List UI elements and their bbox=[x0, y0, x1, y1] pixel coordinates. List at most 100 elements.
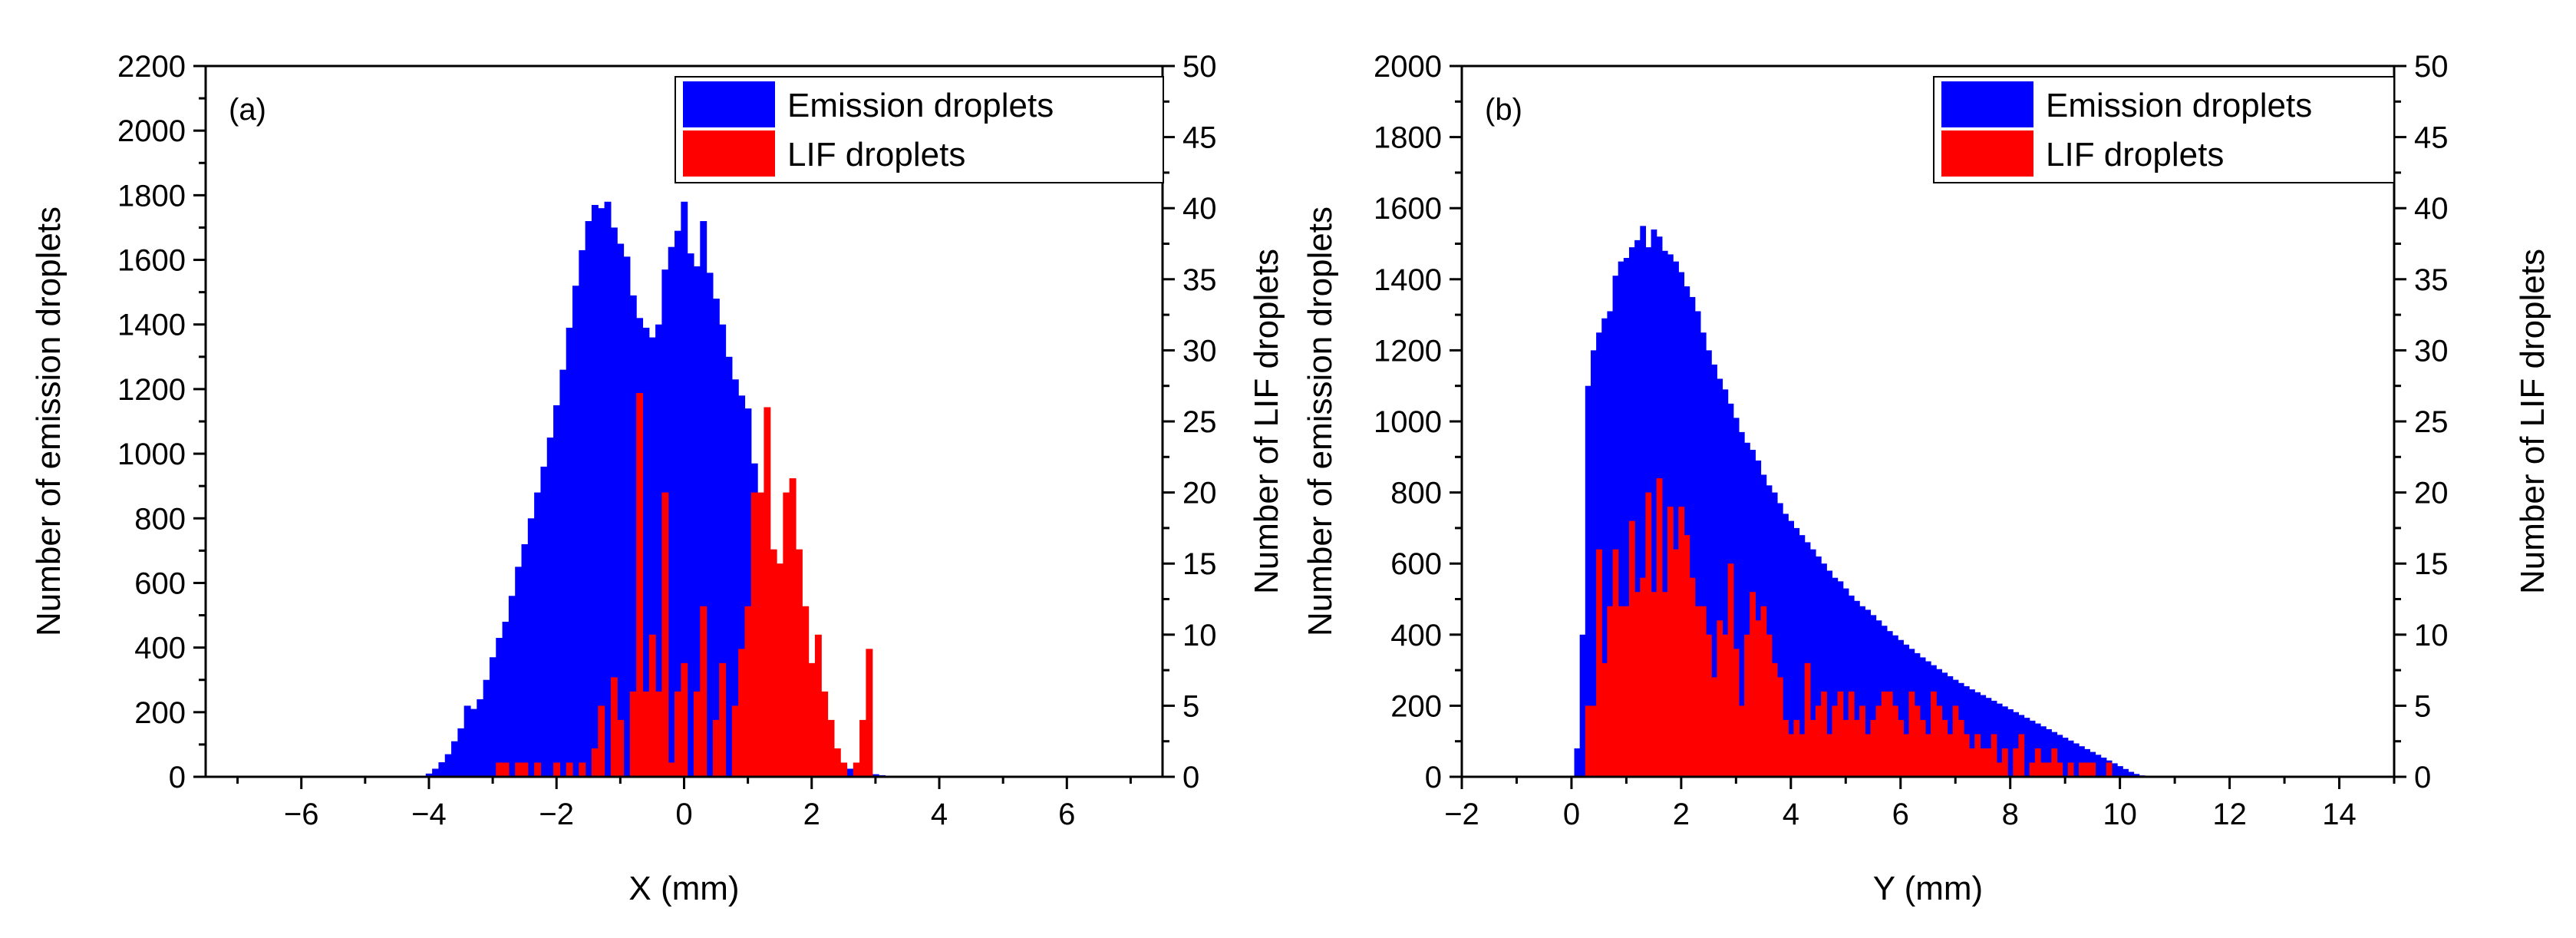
bar bbox=[866, 649, 873, 777]
bar bbox=[1684, 535, 1690, 777]
bar bbox=[2133, 774, 2140, 777]
bar bbox=[629, 691, 637, 777]
bar bbox=[502, 621, 510, 777]
bar bbox=[521, 543, 529, 777]
bar bbox=[1892, 705, 1898, 777]
bar bbox=[744, 408, 752, 777]
bar bbox=[2013, 712, 2020, 777]
bar bbox=[1694, 311, 1701, 778]
bar bbox=[553, 762, 560, 777]
bar bbox=[2067, 740, 2074, 777]
y2-tick-label: 40 bbox=[2414, 192, 2449, 226]
legend-swatch-emission bbox=[1941, 81, 2033, 127]
bar bbox=[1870, 615, 1877, 777]
bar bbox=[808, 662, 816, 777]
bar bbox=[1651, 592, 1657, 777]
bar bbox=[1919, 719, 1926, 777]
y-tick-label: 400 bbox=[1390, 619, 1442, 652]
bar bbox=[438, 762, 446, 777]
bar bbox=[623, 256, 631, 777]
bar bbox=[457, 728, 465, 777]
bar bbox=[1969, 689, 1975, 777]
bar bbox=[1776, 677, 1783, 777]
bar bbox=[1837, 581, 1844, 777]
y2-tick-label: 35 bbox=[2414, 263, 2449, 297]
bar bbox=[444, 754, 452, 777]
x-tick-label: −2 bbox=[539, 798, 574, 831]
bar bbox=[2100, 757, 2107, 777]
bar bbox=[821, 691, 829, 777]
bar bbox=[1585, 385, 1591, 777]
bar bbox=[451, 741, 458, 777]
y2-tick-label: 25 bbox=[2414, 405, 2449, 439]
bar bbox=[725, 356, 733, 777]
bar bbox=[1854, 719, 1860, 777]
bar bbox=[1689, 296, 1696, 777]
bar bbox=[1919, 657, 1926, 777]
bar bbox=[1826, 734, 1833, 777]
bar bbox=[610, 677, 618, 777]
bar bbox=[642, 691, 650, 777]
bar bbox=[2057, 735, 2063, 777]
bar bbox=[1848, 691, 1855, 777]
bar bbox=[1612, 549, 1619, 777]
bar bbox=[1684, 286, 1690, 777]
bar bbox=[655, 691, 663, 777]
bar bbox=[1760, 606, 1767, 777]
bar bbox=[572, 286, 579, 778]
bar bbox=[591, 748, 599, 777]
y-tick-label: 1800 bbox=[1374, 121, 1442, 155]
y2-tick-label: 5 bbox=[1182, 689, 1199, 723]
bar bbox=[1793, 719, 1800, 777]
bar bbox=[1755, 620, 1762, 777]
x-axis-title: X (mm) bbox=[628, 870, 739, 907]
y2-tick-label: 15 bbox=[2414, 547, 2449, 581]
y2-tick-label: 45 bbox=[1182, 121, 1217, 155]
bar bbox=[1963, 685, 1970, 777]
legend-label-lif: LIF droplets bbox=[787, 136, 965, 173]
bar bbox=[1585, 705, 1591, 777]
chart-panel-a: −6 −4 −2 0 2 4 6020040060080010001200140016001… bbox=[30, 50, 1285, 907]
bar bbox=[546, 438, 554, 777]
y2-tick-label: 0 bbox=[1182, 761, 1199, 794]
x-tick-label: 4 bbox=[1783, 798, 1799, 831]
bar bbox=[629, 295, 637, 777]
series-lif-bars bbox=[1585, 478, 2113, 777]
bar bbox=[1865, 734, 1872, 777]
bar bbox=[1821, 563, 1827, 777]
bar bbox=[687, 253, 694, 777]
bar bbox=[1733, 418, 1740, 777]
bar bbox=[668, 246, 675, 777]
x-tick-label: 8 bbox=[2002, 798, 2019, 831]
bar bbox=[814, 634, 822, 777]
bar bbox=[757, 492, 765, 777]
bar bbox=[681, 201, 688, 777]
y2-tick-label: 50 bbox=[1182, 50, 1217, 84]
bar bbox=[1645, 492, 1652, 777]
bar bbox=[1776, 503, 1783, 777]
bar bbox=[1766, 634, 1773, 777]
bar bbox=[502, 762, 510, 777]
bar bbox=[1963, 734, 1970, 777]
y2-tick-label: 40 bbox=[1182, 192, 1217, 226]
bar bbox=[585, 221, 592, 777]
bar bbox=[617, 243, 625, 777]
bar bbox=[706, 272, 714, 777]
bar bbox=[1623, 606, 1630, 777]
y2-tick-label: 45 bbox=[2414, 121, 2449, 155]
y-tick-label: 200 bbox=[1390, 689, 1442, 723]
bar bbox=[1727, 563, 1734, 777]
y2-tick-label: 5 bbox=[2414, 689, 2431, 723]
x-tick-label: 2 bbox=[803, 798, 820, 831]
bar bbox=[1980, 748, 1987, 777]
bar bbox=[579, 762, 586, 777]
bar bbox=[1826, 570, 1833, 777]
bar bbox=[2073, 743, 2080, 777]
bar bbox=[1842, 719, 1849, 777]
bar bbox=[744, 606, 752, 777]
y-axis-title: Number of emission droplets bbox=[30, 206, 68, 636]
bar bbox=[1601, 318, 1608, 778]
bar bbox=[2128, 771, 2135, 777]
bar bbox=[2122, 768, 2129, 777]
bar bbox=[2046, 728, 2052, 777]
